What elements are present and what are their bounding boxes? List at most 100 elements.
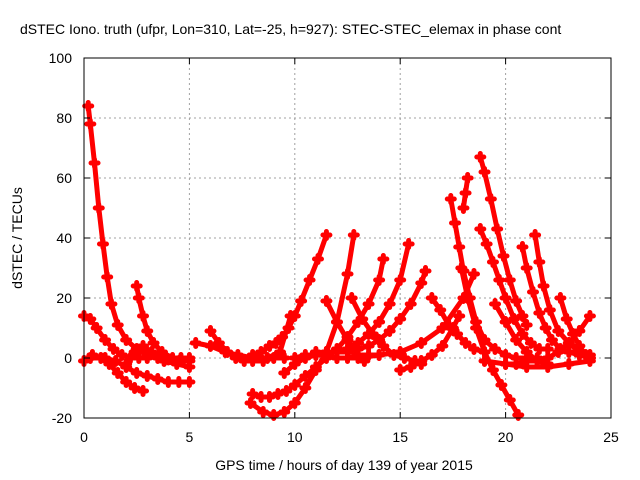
data-point xyxy=(491,223,504,235)
data-point xyxy=(436,340,449,352)
data-point xyxy=(537,280,550,292)
data-point xyxy=(166,352,179,364)
data-point xyxy=(419,265,432,277)
data-point xyxy=(204,325,217,337)
data-point xyxy=(362,340,375,352)
data-point xyxy=(107,343,120,355)
data-point xyxy=(137,340,150,352)
data-point xyxy=(145,346,158,358)
data-point xyxy=(499,358,512,370)
series-pass-18 xyxy=(330,268,480,364)
data-point xyxy=(508,313,521,325)
data-point xyxy=(130,280,143,292)
data-point xyxy=(373,274,386,286)
data-point xyxy=(434,304,447,316)
data-point xyxy=(486,256,499,268)
data-point xyxy=(510,295,523,307)
data-point xyxy=(88,157,101,169)
data-point xyxy=(373,349,386,361)
data-point xyxy=(170,358,183,370)
data-point xyxy=(352,352,365,364)
data-point xyxy=(261,352,274,364)
data-point xyxy=(394,346,407,358)
data-point xyxy=(484,193,497,205)
data-point xyxy=(470,322,483,334)
data-point xyxy=(573,325,586,337)
data-point xyxy=(425,292,438,304)
y-tick-label: 60 xyxy=(56,170,72,186)
data-point xyxy=(278,367,291,379)
data-point xyxy=(341,268,354,280)
data-point xyxy=(533,343,546,355)
data-point xyxy=(533,307,546,319)
data-point xyxy=(415,277,428,289)
x-tick-label: 0 xyxy=(80,429,88,445)
data-point xyxy=(524,337,537,349)
data-point xyxy=(489,343,502,355)
data-point xyxy=(320,229,333,241)
data-point xyxy=(101,271,114,283)
data-point xyxy=(461,292,474,304)
data-point xyxy=(155,346,168,358)
data-point xyxy=(499,292,512,304)
data-point xyxy=(130,367,143,379)
data-point xyxy=(120,376,133,388)
data-point xyxy=(415,337,428,349)
data-point xyxy=(478,355,491,367)
x-tick-label: 10 xyxy=(287,429,303,445)
series-line xyxy=(477,226,551,352)
data-point xyxy=(583,355,596,367)
series-line xyxy=(250,256,386,400)
y-tick-label: 0 xyxy=(64,350,72,366)
data-point xyxy=(489,298,502,310)
data-point xyxy=(309,361,322,373)
data-point xyxy=(257,406,270,418)
data-point xyxy=(99,334,112,346)
data-point xyxy=(90,322,103,334)
data-point xyxy=(539,322,552,334)
data-point xyxy=(278,352,291,364)
data-point xyxy=(394,274,407,286)
data-point xyxy=(394,313,407,325)
data-point xyxy=(459,187,472,199)
data-point xyxy=(82,100,95,112)
data-point xyxy=(183,361,196,373)
series-pass-30 xyxy=(489,298,554,370)
data-point xyxy=(442,319,455,331)
data-point xyxy=(330,316,343,328)
data-point xyxy=(398,352,411,364)
data-point xyxy=(92,202,105,214)
data-point xyxy=(276,331,289,343)
data-point xyxy=(267,409,280,421)
data-point xyxy=(246,388,259,400)
data-point xyxy=(478,346,491,358)
data-point xyxy=(309,346,322,358)
data-point xyxy=(402,238,415,250)
data-point xyxy=(520,346,533,358)
data-point xyxy=(311,253,324,265)
data-point xyxy=(189,337,202,349)
data-point xyxy=(137,310,150,322)
data-point xyxy=(158,355,171,367)
data-point xyxy=(345,292,358,304)
data-point xyxy=(545,334,558,346)
data-point xyxy=(347,229,360,241)
series-pass-17 xyxy=(394,310,466,376)
data-point xyxy=(274,346,287,358)
data-point xyxy=(527,286,540,298)
data-point xyxy=(330,352,343,364)
data-point xyxy=(436,322,449,334)
series-pass-23 xyxy=(474,223,554,355)
data-point xyxy=(541,358,554,370)
data-point xyxy=(493,274,506,286)
data-point xyxy=(282,322,295,334)
data-point xyxy=(288,352,301,364)
data-point xyxy=(299,349,312,361)
series-pass-21 xyxy=(457,172,474,214)
data-point xyxy=(299,382,312,394)
data-point xyxy=(512,409,525,421)
data-point xyxy=(128,382,141,394)
data-point xyxy=(516,328,529,340)
data-point xyxy=(111,319,124,331)
